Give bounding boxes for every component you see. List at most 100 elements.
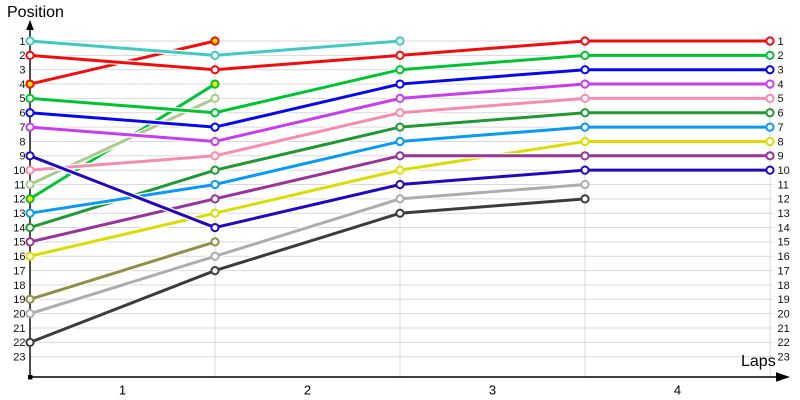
- marker-car-violet-col2: [395, 93, 405, 104]
- marker-car-olive-col1: [210, 237, 220, 247]
- y-tick-label-left-6: 6: [19, 108, 25, 120]
- y-tick-label-right-13: 13: [778, 208, 790, 220]
- marker-car-sky-blue-col0: [25, 208, 35, 218]
- marker-car-violet-col0: [25, 122, 35, 132]
- y-tick-label-right-8: 8: [778, 136, 784, 148]
- marker-car-blue-col1: [210, 122, 220, 132]
- y-tick-label-right-22: 22: [778, 337, 790, 349]
- y-tick-label-left-21: 21: [13, 323, 25, 335]
- y-tick-label-left-11: 11: [14, 179, 25, 191]
- marker-car-dark-green-col1: [210, 165, 220, 175]
- series-line-car-black: [29, 197, 586, 344]
- y-tick-label-left-4: 4: [19, 79, 25, 91]
- marker-car-violet-col4: [765, 79, 775, 89]
- x-tick-label-2: 2: [304, 383, 311, 398]
- marker-car-pale-green-col0: [25, 179, 35, 190]
- marker-car-red-col4: [765, 36, 775, 46]
- series-line-car-olive: [29, 240, 216, 301]
- x-axis-title: Laps: [741, 353, 776, 370]
- marker-car-turquoise-col0: [25, 36, 35, 46]
- marker-car-turquoise-col2: [395, 36, 405, 46]
- y-tick-label-left-1: 1: [19, 36, 25, 48]
- marker-car-navy-col2: [395, 179, 405, 190]
- y-tick-label-right-20: 20: [778, 308, 790, 320]
- marker-car-yellow-col2: [395, 165, 405, 175]
- marker-car-navy-col4: [765, 165, 775, 175]
- marker-car-dark-green-col0: [25, 222, 35, 233]
- marker-car-sky-blue-col1: [210, 179, 220, 190]
- marker-car-black-col0: [25, 337, 35, 347]
- marker-car-yellow-col1: [210, 208, 220, 218]
- marker-car-silver-col3: [580, 179, 590, 190]
- y-axis-arrow-icon: [26, 20, 34, 30]
- y-tick-label-right-2: 2: [778, 50, 784, 62]
- marker-car-green-yellow-col1: [210, 79, 220, 89]
- y-tick-label-left-16: 16: [13, 251, 25, 263]
- marker-car-dark-green-col2: [395, 122, 405, 132]
- marker-car-green-yellow-col0: [25, 194, 35, 204]
- marker-car-purple-col1: [210, 194, 220, 204]
- marker-car-violet-col1: [210, 136, 220, 147]
- y-tick-label-right-7: 7: [778, 122, 784, 134]
- marker-car-blue-col3: [580, 65, 590, 75]
- y-tick-label-left-14: 14: [13, 222, 25, 234]
- marker-car-dark-green-col3: [580, 108, 590, 118]
- series-line-car-silver: [29, 183, 586, 316]
- y-tick-label-right-9: 9: [778, 151, 784, 163]
- y-tick-label-right-4: 4: [778, 79, 784, 91]
- marker-car-red-yellow-col1: [210, 36, 220, 46]
- y-tick-label-left-9: 9: [19, 151, 25, 163]
- y-tick-label-right-5: 5: [778, 93, 784, 105]
- y-tick-label-left-23: 23: [13, 352, 25, 364]
- y-tick-label-left-7: 7: [19, 122, 25, 134]
- x-tick-label-3: 3: [489, 383, 496, 398]
- y-tick-label-left-3: 3: [19, 65, 25, 77]
- marker-car-silver-col2: [395, 194, 405, 204]
- marker-car-navy-col0: [25, 151, 35, 161]
- x-tick-label-4: 4: [674, 383, 681, 398]
- marker-car-violet-col3: [580, 79, 590, 89]
- y-tick-label-left-19: 19: [13, 294, 25, 306]
- marker-car-black-col1: [210, 266, 220, 276]
- y-tick-label-right-11: 11: [778, 179, 789, 191]
- marker-car-pink-col4: [765, 93, 775, 104]
- marker-car-yellow-col3: [580, 136, 590, 147]
- marker-car-yellow-col4: [765, 136, 775, 147]
- marker-car-black-col3: [580, 194, 590, 204]
- marker-car-green-col3: [580, 50, 590, 60]
- marker-car-purple-col2: [395, 151, 405, 161]
- marker-car-pale-green-col1: [210, 93, 220, 104]
- y-tick-label-right-3: 3: [778, 65, 784, 77]
- marker-car-pink-col2: [395, 108, 405, 118]
- marker-car-sky-blue-col4: [765, 122, 775, 132]
- marker-car-sky-blue-col2: [395, 136, 405, 147]
- y-tick-label-right-10: 10: [778, 165, 790, 177]
- y-tick-label-left-8: 8: [19, 136, 25, 148]
- y-tick-label-left-5: 5: [19, 93, 25, 105]
- marker-car-red-yellow-col0: [25, 79, 35, 89]
- marker-car-pink-col3: [580, 93, 590, 104]
- marker-car-pink-col1: [210, 151, 220, 161]
- x-axis-arrow-icon: [776, 372, 790, 382]
- y-tick-label-right-23: 23: [778, 352, 790, 364]
- marker-car-silver-col0: [25, 309, 35, 319]
- marker-car-sky-blue-col3: [580, 122, 590, 132]
- marker-car-turquoise-col1: [210, 50, 220, 60]
- y-tick-label-right-18: 18: [778, 280, 790, 292]
- marker-car-red-col1: [210, 65, 220, 75]
- marker-car-purple-col3: [580, 151, 590, 161]
- y-tick-label-left-12: 12: [13, 194, 25, 206]
- y-tick-label-left-10: 10: [13, 165, 25, 177]
- marker-car-red-col3: [580, 36, 590, 46]
- y-tick-label-right-15: 15: [778, 237, 790, 249]
- y-tick-label-right-12: 12: [778, 194, 790, 206]
- marker-car-green-col4: [765, 50, 775, 60]
- y-tick-label-left-2: 2: [19, 50, 25, 62]
- y-tick-label-left-20: 20: [13, 308, 25, 320]
- y-tick-label-right-14: 14: [778, 222, 790, 234]
- marker-car-green-col2: [395, 65, 405, 75]
- marker-car-blue-col2: [395, 79, 405, 89]
- marker-car-green-col0: [25, 93, 35, 104]
- y-tick-label-left-13: 13: [13, 208, 25, 220]
- origin-dot: [28, 375, 33, 380]
